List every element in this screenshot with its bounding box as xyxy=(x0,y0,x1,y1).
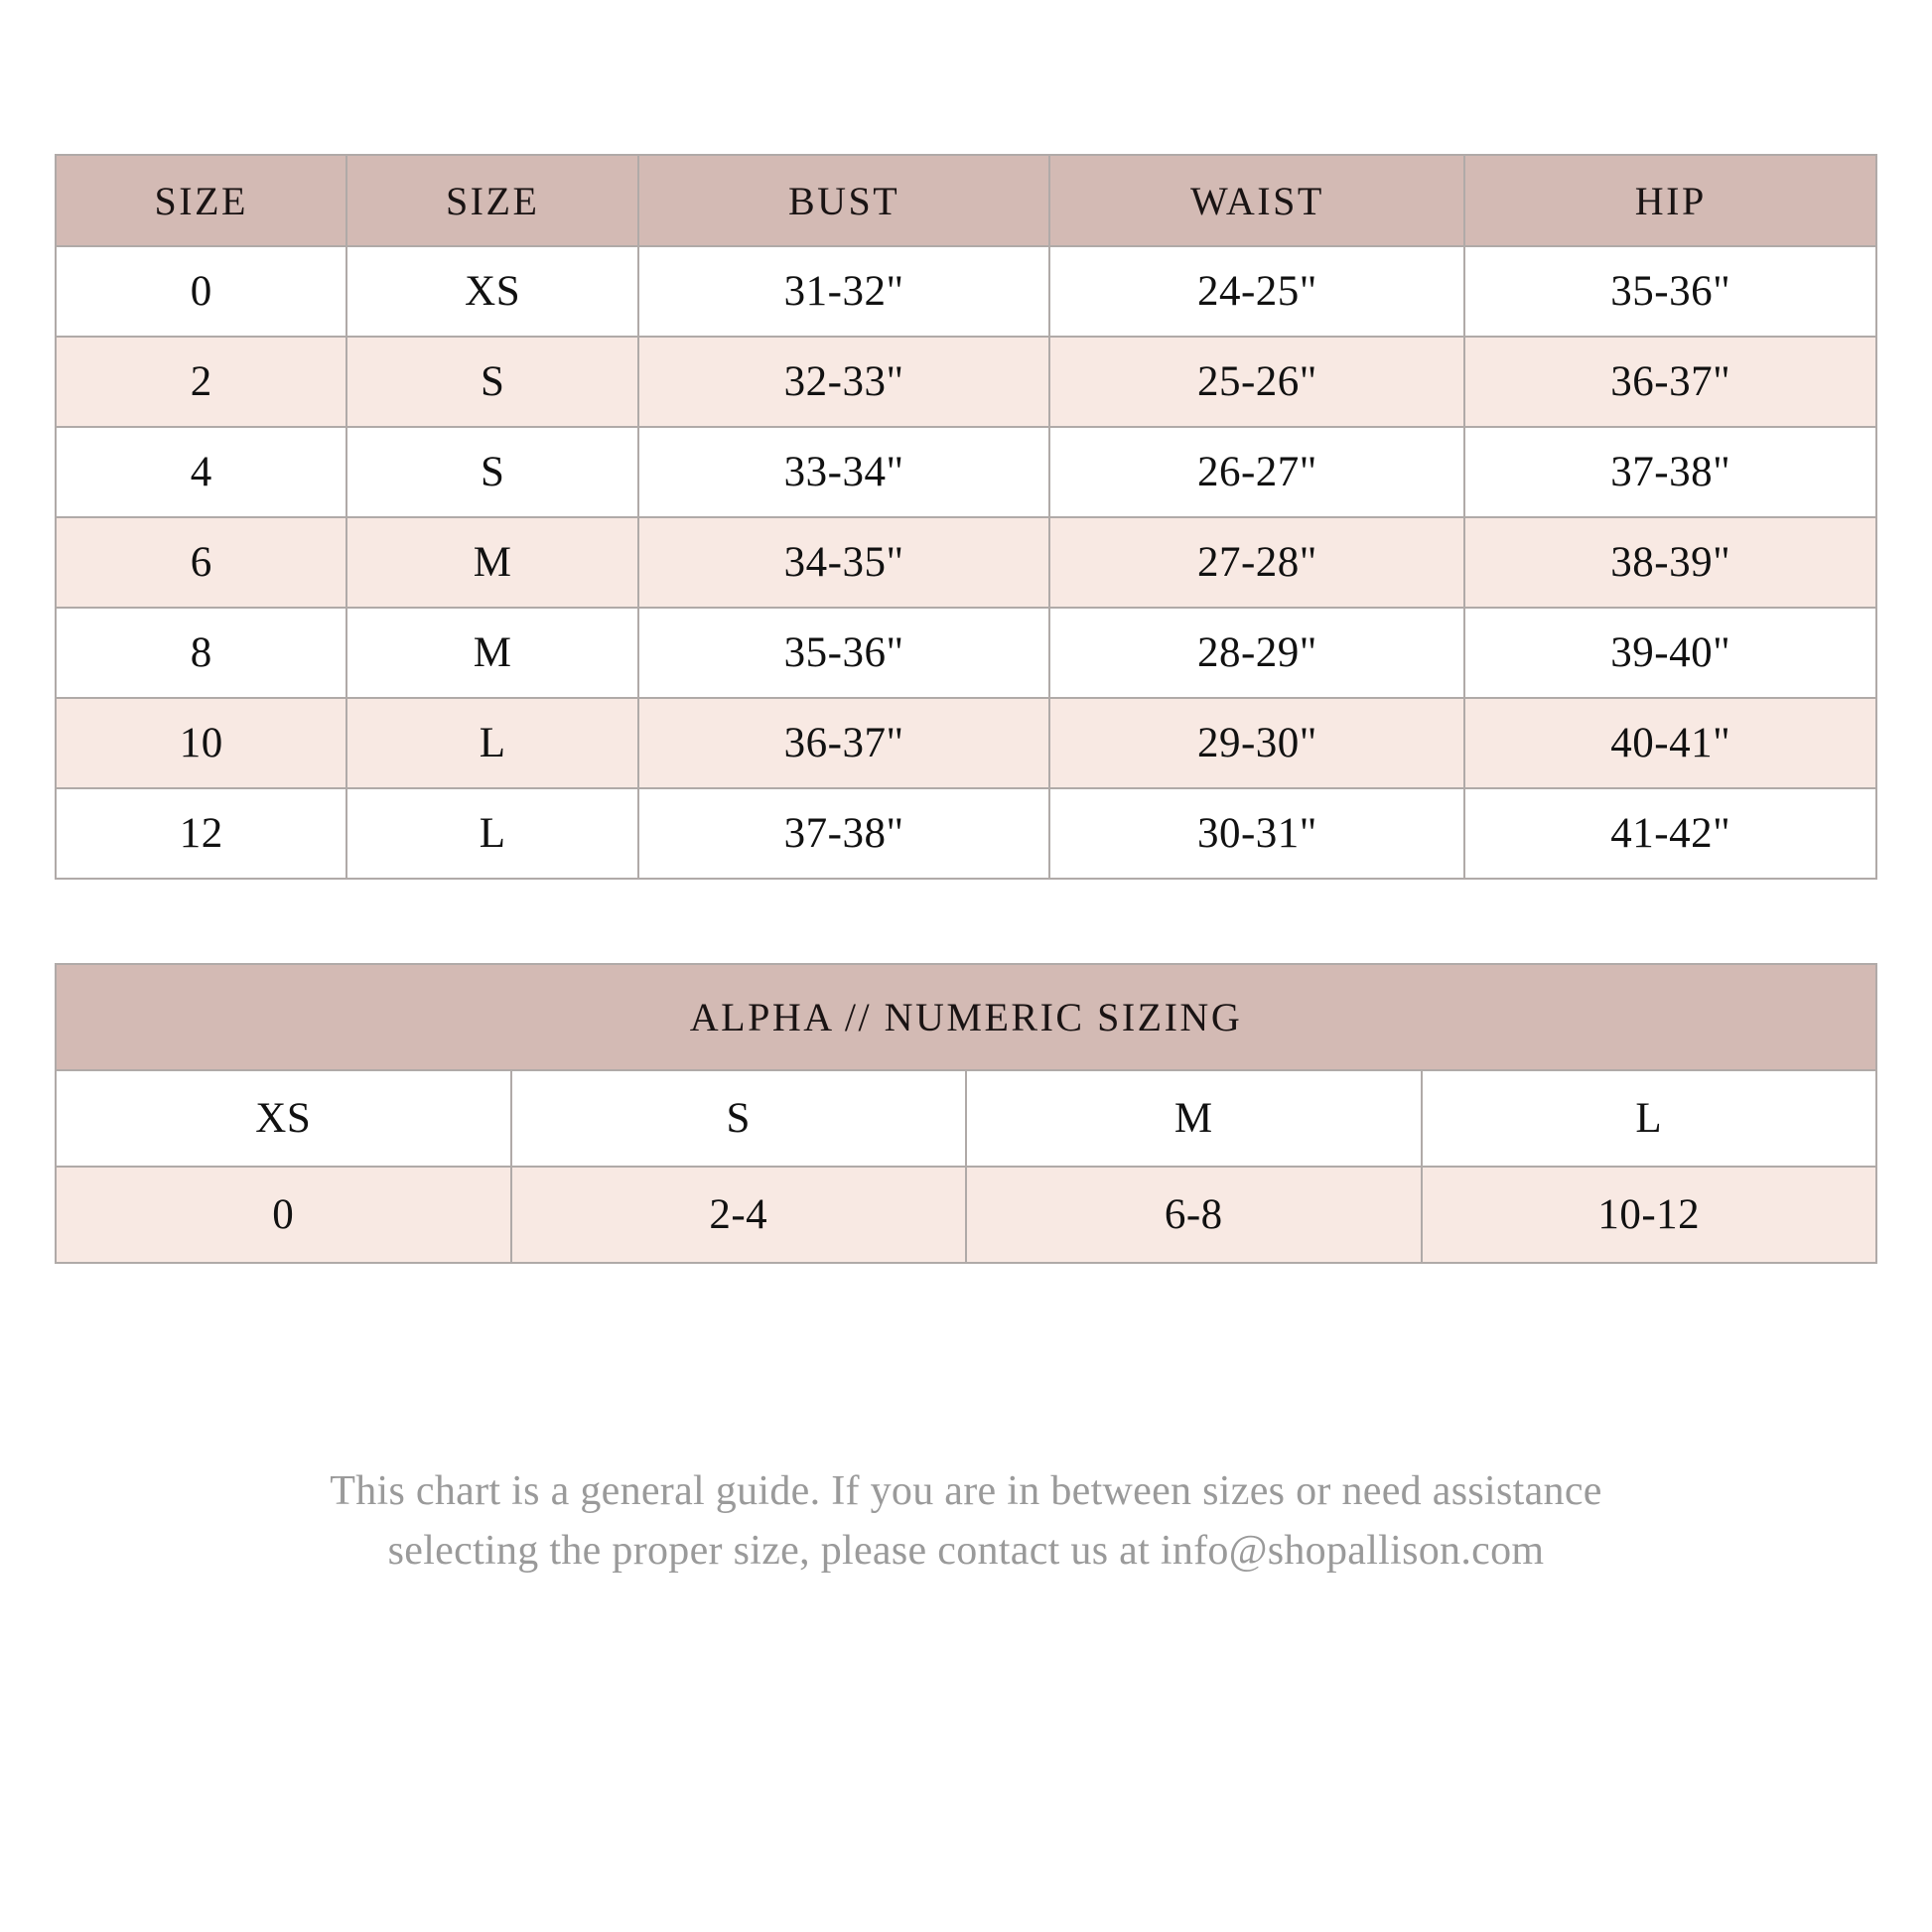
table-row: 6 M 34-35" 27-28" 38-39" xyxy=(54,516,1877,609)
alpha-numeric-banner-title: ALPHA // NUMERIC SIZING xyxy=(55,963,1877,1071)
cell-size-alpha: XS xyxy=(345,245,639,338)
banner-row: ALPHA // NUMERIC SIZING xyxy=(55,963,1877,1071)
cell-alpha-xs: XS xyxy=(55,1069,512,1168)
cell-hip: 35-36" xyxy=(1463,245,1877,338)
cell-size-numeric: 4 xyxy=(54,426,348,518)
column-header-waist: WAIST xyxy=(1048,154,1466,247)
table-header-row: SIZE SIZE BUST WAIST HIP xyxy=(54,154,1877,247)
cell-bust: 32-33" xyxy=(636,336,1051,428)
table-row: 10 L 36-37" 29-30" 40-41" xyxy=(54,697,1877,789)
alpha-numeric-table: ALPHA // NUMERIC SIZING XS S M L 0 2-4 6… xyxy=(55,963,1877,1264)
column-header-size-numeric: SIZE xyxy=(54,154,348,247)
cell-bust: 35-36" xyxy=(636,607,1051,699)
cell-waist: 28-29" xyxy=(1048,607,1466,699)
cell-bust: 36-37" xyxy=(636,697,1051,789)
cell-size-numeric: 0 xyxy=(54,245,348,338)
cell-waist: 25-26" xyxy=(1048,336,1466,428)
cell-bust: 34-35" xyxy=(636,516,1051,609)
cell-hip: 37-38" xyxy=(1463,426,1877,518)
footer-note-line-2: selecting the proper size, please contac… xyxy=(387,1527,1545,1574)
cell-hip: 39-40" xyxy=(1463,607,1877,699)
cell-size-numeric: 10 xyxy=(54,697,348,789)
cell-alpha-m: M xyxy=(965,1069,1423,1168)
footer-note: This chart is a general guide. If you ar… xyxy=(55,1462,1877,1581)
table-row: 4 S 33-34" 26-27" 37-38" xyxy=(54,426,1877,518)
measurements-table-header: SIZE SIZE BUST WAIST HIP xyxy=(54,154,1877,247)
column-header-size-alpha: SIZE xyxy=(345,154,639,247)
cell-hip: 36-37" xyxy=(1463,336,1877,428)
measurements-table-body: 0 XS 31-32" 24-25" 35-36" 2 S 32-33" 25-… xyxy=(54,245,1877,880)
cell-size-alpha: M xyxy=(345,607,639,699)
cell-alpha-s: S xyxy=(509,1069,967,1168)
cell-numeric-s: 2-4 xyxy=(509,1166,967,1264)
cell-waist: 27-28" xyxy=(1048,516,1466,609)
column-header-bust: BUST xyxy=(636,154,1051,247)
cell-size-numeric: 8 xyxy=(54,607,348,699)
column-header-hip: HIP xyxy=(1463,154,1877,247)
cell-numeric-l: 10-12 xyxy=(1420,1166,1877,1264)
cell-bust: 31-32" xyxy=(636,245,1051,338)
cell-size-alpha: L xyxy=(345,787,639,880)
cell-numeric-m: 6-8 xyxy=(965,1166,1423,1264)
table-row-numeric: 0 2-4 6-8 10-12 xyxy=(55,1166,1877,1264)
table-row: 0 XS 31-32" 24-25" 35-36" xyxy=(54,245,1877,338)
cell-size-numeric: 6 xyxy=(54,516,348,609)
cell-bust: 37-38" xyxy=(636,787,1051,880)
cell-size-numeric: 12 xyxy=(54,787,348,880)
table-row: 2 S 32-33" 25-26" 36-37" xyxy=(54,336,1877,428)
table-spacer xyxy=(55,880,1877,963)
cell-size-alpha: S xyxy=(345,426,639,518)
cell-alpha-l: L xyxy=(1420,1069,1877,1168)
cell-bust: 33-34" xyxy=(636,426,1051,518)
table-row: 12 L 37-38" 30-31" 41-42" xyxy=(54,787,1877,880)
measurements-table: SIZE SIZE BUST WAIST HIP 0 XS 31-32" 24-… xyxy=(54,154,1877,880)
cell-numeric-xs: 0 xyxy=(55,1166,512,1264)
alpha-numeric-table-body: XS S M L 0 2-4 6-8 10-12 xyxy=(55,1069,1877,1264)
cell-waist: 24-25" xyxy=(1048,245,1466,338)
cell-size-alpha: M xyxy=(345,516,639,609)
table-row-alpha: XS S M L xyxy=(55,1069,1877,1168)
cell-hip: 41-42" xyxy=(1463,787,1877,880)
cell-waist: 29-30" xyxy=(1048,697,1466,789)
table-row: 8 M 35-36" 28-29" 39-40" xyxy=(54,607,1877,699)
cell-hip: 38-39" xyxy=(1463,516,1877,609)
footer-note-line-1: This chart is a general guide. If you ar… xyxy=(330,1468,1602,1514)
cell-hip: 40-41" xyxy=(1463,697,1877,789)
cell-waist: 30-31" xyxy=(1048,787,1466,880)
cell-size-alpha: S xyxy=(345,336,639,428)
cell-size-numeric: 2 xyxy=(54,336,348,428)
cell-size-alpha: L xyxy=(345,697,639,789)
alpha-numeric-table-header: ALPHA // NUMERIC SIZING xyxy=(55,963,1877,1071)
cell-waist: 26-27" xyxy=(1048,426,1466,518)
